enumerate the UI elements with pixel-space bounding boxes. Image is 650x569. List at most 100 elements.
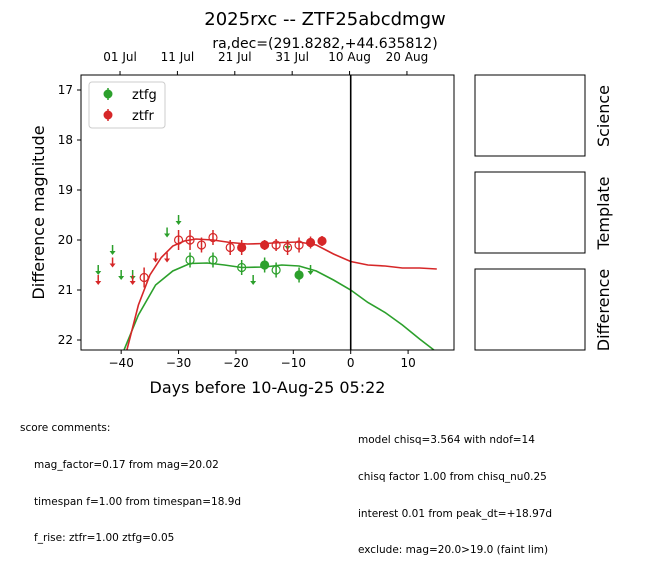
data-marker [305,237,316,248]
ztfg-upper-limit [109,245,116,255]
difference-label: Difference [594,269,613,351]
ztfg-upper-limit [175,215,182,225]
score-comments-header: score comments: [20,422,111,435]
plot-area [95,75,437,350]
figure: 2025rxc -- ZTF25abcdmgw ra,dec=(291.8282… [29,9,613,397]
data-marker [237,242,247,253]
figure-subtitle: ra,dec=(291.8282,+44.635812) [212,36,437,52]
legend-label: ztfg [132,88,157,103]
legend-marker [103,110,113,120]
ztfr-point [139,267,149,288]
upper-limit-head [307,271,314,275]
ztfr-upper-limit [152,252,159,263]
score-comment-line: f_rise: ztfr=1.00 ztfg=0.05 [34,532,175,545]
y-tick-label: 18 [58,133,73,147]
data-marker [271,265,281,275]
ztfr-point [208,230,218,245]
x-tick-label: 0 [347,356,355,370]
top-date-tick-label: 01 Jul [103,50,137,64]
ztfr-point [282,240,293,255]
y-tick-label: 19 [58,183,73,197]
ztfr-point [196,237,207,253]
y-tick-label: 21 [58,283,73,297]
ztfr-model-curve [126,238,437,350]
difference-panel: Difference [474,268,613,351]
legend-marker [103,89,113,99]
data-marker [317,236,327,246]
upper-limit-head [95,281,102,285]
science-label: Science [594,85,613,147]
top-date-tick-label: 31 Jul [275,50,309,64]
model-comment-line: exclude: mag=20.0>19.0 (faint lim) [358,544,549,557]
y-tick-label: 20 [58,233,73,247]
upper-limit-head [175,221,182,225]
data-marker [294,240,304,250]
data-marker [208,232,218,243]
ztfg-upper-limit [307,265,314,275]
top-date-tick-label: 10 Aug [328,50,371,64]
legend-item-ztfr: ztfr [103,109,154,124]
data-marker [294,270,304,280]
upper-limit-head [164,258,171,263]
template-panel: Template [474,171,613,254]
top-date-tick-label: 11 Jul [161,50,195,64]
ztfg-point [271,262,281,278]
x-axis-label: Days before 10-Aug-25 05:22 [150,378,386,397]
ztfr-point [317,236,327,246]
upper-limit-head [109,251,116,255]
upper-limit-head [250,281,257,285]
figure-title: 2025rxc -- ZTF25abcdmgw [204,9,445,30]
ztfr-point [185,230,195,250]
data-marker [208,255,218,265]
ztfr-upper-limit [109,257,116,268]
ztfr-point [260,240,270,250]
legend-item-ztfg: ztfg [103,88,157,103]
upper-limit-head [129,281,136,285]
upper-limit-head [95,271,102,275]
upper-limit-head [164,233,171,238]
data-marker [271,240,281,250]
data-marker [260,260,270,270]
ztfg-point [185,252,195,268]
ztfr-upper-limit [129,275,136,285]
model-comment-line: model chisq=3.564 with ndof=14 [358,434,535,447]
data-marker [173,235,184,245]
science-panel: Science [474,74,613,157]
ztfg-upper-limit [118,270,125,280]
x-tick-label: −10 [281,356,306,370]
data-marker [196,240,207,250]
score-comments: score comments: mag_factor=0.17 from mag… [20,398,241,557]
model-comment-line: interest 0.01 from peak_dt=+18.97d [358,507,553,520]
ztfg-upper-limit [250,275,257,285]
data-marker [139,272,149,283]
model-comment-line: chisq factor 1.00 from chisq_nu0.25 [358,471,547,484]
top-date-tick-label: 20 Aug [386,50,429,64]
x-tick-label: 10 [400,356,415,370]
x-tick-label: −30 [166,356,191,370]
ztfr-point [305,236,316,249]
upper-limit-head [152,258,159,263]
data-marker [260,240,270,250]
y-axis-label: Difference magnitude [29,125,48,299]
data-marker [282,242,293,253]
light-curve-plot: −40 −30 −20 −10 0 10 17 18 19 20 21 22 01 Jul 11 Jul 2… [29,50,455,397]
data-marker [225,242,235,253]
legend-label: ztfr [132,109,154,124]
score-comment-line: mag_factor=0.17 from mag=20.02 [34,459,219,472]
x-tick-label: −20 [223,356,248,370]
data-marker [185,255,195,265]
ztfr-point [294,237,304,253]
ztfg-point [294,267,304,283]
data-marker [185,235,195,245]
model-comments: model chisq=3.564 with ndof=14 chisq fac… [358,410,552,569]
ztfg-model-curve [123,262,435,350]
template-label: Template [594,176,613,250]
y-tick-label: 17 [58,83,73,97]
ztfg-upper-limit [95,265,102,275]
y-tick-label: 22 [58,333,73,347]
ztfg-point [237,260,247,275]
ztfg-point [208,252,218,268]
score-comment-line: timespan f=1.00 from timespan=18.9d [34,495,242,508]
ztfr-point [225,240,235,255]
legend: ztfg ztfr [88,81,166,129]
